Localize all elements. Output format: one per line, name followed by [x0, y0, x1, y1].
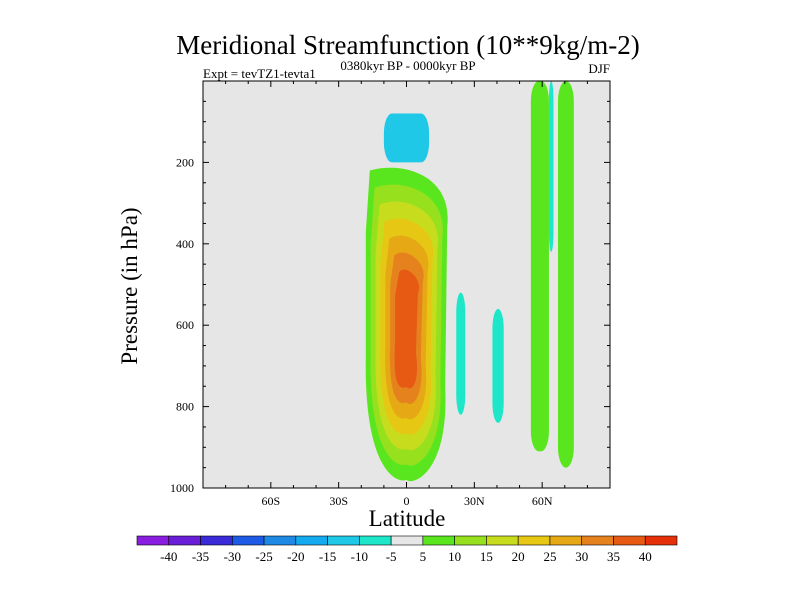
colorbar-swatch: [295, 535, 328, 546]
colorbar-label: -10: [351, 549, 368, 564]
colorbar-swatch: [454, 535, 487, 546]
colorbar-label: 5: [420, 549, 427, 564]
colorbar-label: 30: [575, 549, 588, 564]
colorbar-swatch: [327, 535, 360, 546]
colorbar-swatch: [549, 535, 583, 546]
colorbar-swatch: [231, 535, 265, 546]
x-axis: 60S 30S 0 30N 60N: [202, 81, 611, 508]
colorbar-label: 35: [607, 549, 620, 564]
contour-upper-negative-cell: [383, 113, 430, 163]
colorbar-label: -20: [287, 549, 304, 564]
colorbar-swatch: [486, 535, 519, 546]
experiment-label: Expt = tevTZ1-tevta1: [203, 66, 316, 81]
colorbar-swatch: [390, 535, 424, 546]
contour-negative-sliver: [548, 81, 554, 252]
period-label: 0380kyr BP - 0000kyr BP: [340, 58, 475, 73]
colorbar-label: -40: [160, 549, 177, 564]
x-tick-label: 60S: [261, 494, 280, 508]
colorbar-swatch: [200, 535, 233, 546]
colorbar-swatch: [581, 535, 614, 546]
y-tick-label: 800: [176, 400, 194, 414]
contour-negative-strip-1: [456, 292, 466, 415]
y-axis: 200 400 600 800 1000: [170, 80, 610, 495]
y-axis-label: Pressure (in hPa): [117, 207, 142, 364]
colorbar-label: -5: [386, 549, 397, 564]
colorbar-label: -25: [255, 549, 272, 564]
x-tick-label: 60N: [532, 494, 553, 508]
colorbar-swatch: [613, 535, 646, 546]
colorbar-swatch: [168, 535, 201, 546]
colorbar-label: 20: [512, 549, 525, 564]
colorbar: -40 -35 -30 -25 -20 -15 -10 -5 5 10 15 20 25 30 35 40: [136, 535, 678, 564]
season-label: DJF: [588, 61, 610, 76]
contour-main-35: [394, 269, 420, 389]
colorbar-swatch: [517, 535, 551, 546]
x-tick-label: 0: [404, 494, 410, 508]
colorbar-label: 10: [448, 549, 461, 564]
y-tick-label: 600: [176, 318, 194, 332]
contour-positive-strip-1: [530, 81, 549, 452]
x-axis-label: Latitude: [369, 506, 446, 531]
contour-fills: [365, 81, 574, 482]
colorbar-label: -35: [192, 549, 209, 564]
colorbar-label: -30: [224, 549, 241, 564]
colorbar-label: -15: [319, 549, 336, 564]
colorbar-swatch: [263, 535, 297, 546]
y-tick-label: 1000: [170, 481, 194, 495]
contour-negative-strip-2: [492, 308, 504, 423]
chart-title: Meridional Streamfunction (10**9kg/m-2): [176, 30, 639, 60]
contour-positive-strip-2: [557, 81, 574, 468]
plot-area: 200 400 600 800 1000 60S 30S 0 30N 60N: [170, 80, 611, 508]
y-tick-label: 200: [176, 155, 194, 169]
x-tick-label: 30N: [464, 494, 485, 508]
colorbar-label: 25: [543, 549, 556, 564]
y-tick-label: 400: [176, 237, 194, 251]
x-tick-label: 30S: [329, 494, 348, 508]
colorbar-label: 40: [639, 549, 652, 564]
colorbar-swatch: [422, 535, 455, 546]
colorbar-swatch: [644, 535, 678, 546]
colorbar-label: 15: [480, 549, 493, 564]
colorbar-swatch: [136, 535, 170, 546]
colorbar-swatch: [359, 535, 392, 546]
